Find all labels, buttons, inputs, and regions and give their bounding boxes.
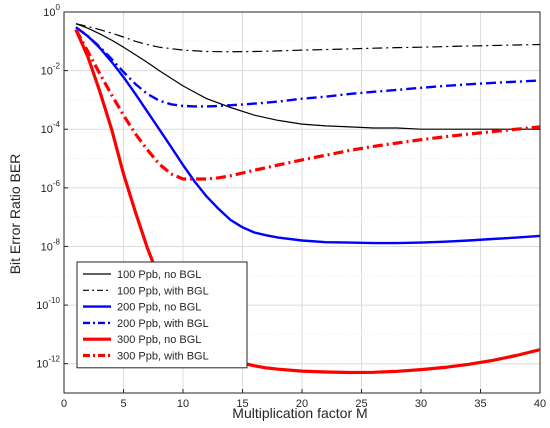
x-tick-label: 25	[355, 398, 367, 410]
series-line-6	[74, 28, 541, 181]
x-tick-label: 35	[474, 398, 486, 410]
legend: 100 Ppb, no BGL 100 Ppb, with BGL 200 Ppb,…	[76, 261, 248, 369]
legend-label-6: 300 Ppb, with BGL	[117, 351, 209, 363]
legend-label-2: 100 Ppb, with BGL	[117, 285, 209, 297]
series-line-4	[75, 26, 541, 108]
series-line-1	[75, 23, 540, 130]
y-tick-label: 10-2	[41, 62, 61, 78]
y-tick-label: 10-4	[41, 120, 61, 136]
y-tick-label: 100	[43, 3, 60, 19]
y-tick-label: 10-10	[36, 296, 60, 312]
y-tick-label: 10-6	[41, 179, 61, 195]
series-line-3	[75, 26, 541, 245]
legend-label-5: 300 Ppb, no BGL	[117, 334, 201, 346]
x-tick-label: 0	[61, 398, 67, 410]
legend-label-3: 200 Ppb, no BGL	[117, 302, 201, 314]
legend-label-1: 100 Ppb, no BGL	[117, 269, 201, 281]
y-axis-ticks: 100 10-2 10-4 10-6 10-8 10-10 10-12	[36, 3, 68, 371]
x-tick-label: 5	[120, 398, 126, 410]
series-line-2	[75, 23, 541, 53]
x-tick-label: 20	[296, 398, 308, 410]
y-axis-label: Bit Error Ratio BER	[7, 154, 23, 275]
x-axis-ticks: 0 5 10 15 20 25 30 35 40	[61, 389, 546, 410]
x-tick-label: 40	[534, 398, 546, 410]
y-tick-label: 10-12	[36, 355, 60, 371]
y-tick-label: 10-8	[41, 237, 61, 253]
x-tick-label: 30	[415, 398, 427, 410]
x-axis-label: Multiplication factor M	[232, 405, 367, 421]
legend-label-4: 200 Ppb, with BGL	[117, 318, 209, 330]
x-tick-label: 15	[236, 398, 248, 410]
legend-box	[76, 261, 248, 369]
x-tick-label: 10	[177, 398, 189, 410]
